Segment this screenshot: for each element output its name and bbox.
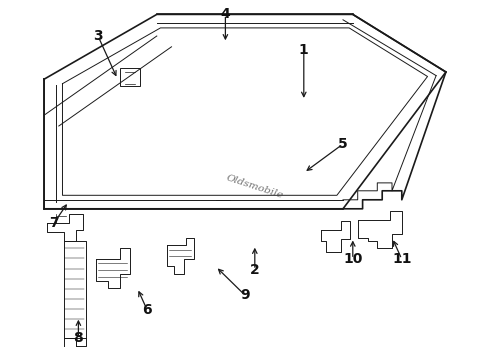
Text: 8: 8 (74, 332, 83, 345)
Text: 1: 1 (299, 44, 309, 57)
Text: 3: 3 (93, 29, 103, 43)
Text: 2: 2 (250, 263, 260, 277)
Text: 5: 5 (338, 137, 348, 151)
Text: 10: 10 (343, 252, 363, 266)
Text: 6: 6 (142, 303, 152, 316)
Text: 7: 7 (49, 216, 59, 230)
Text: Oldsmobile: Oldsmobile (225, 174, 285, 201)
Text: 11: 11 (392, 252, 412, 266)
Text: 9: 9 (240, 288, 250, 302)
Text: 4: 4 (220, 8, 230, 21)
